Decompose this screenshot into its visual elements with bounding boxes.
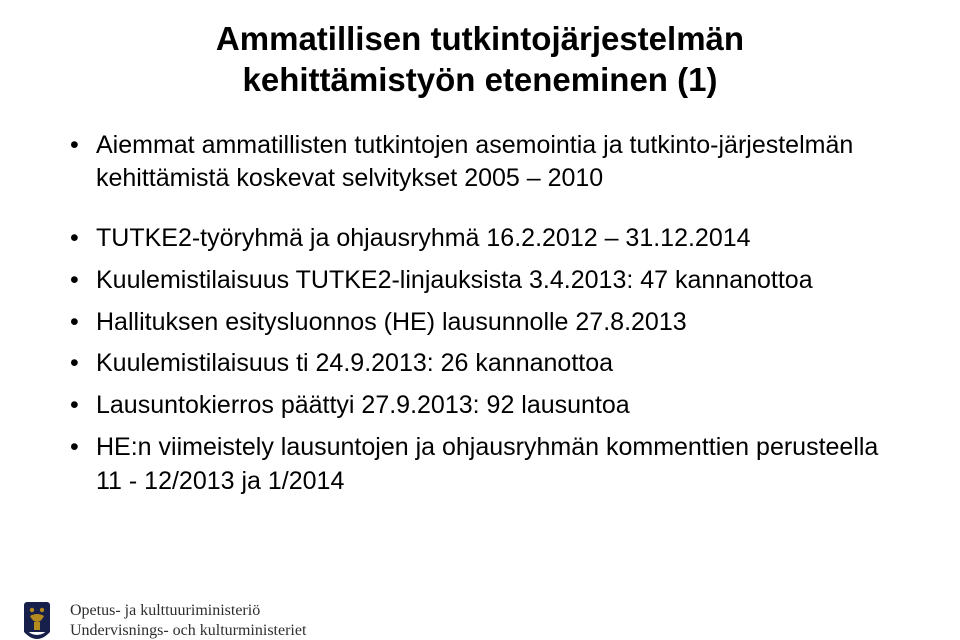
- slide: Ammatillisen tutkintojärjestelmän kehitt…: [0, 18, 960, 640]
- bullet-group-2: TUTKE2-työryhmä ja ohjausryhmä 16.2.2012…: [70, 222, 900, 498]
- group-gap: [70, 204, 900, 222]
- slide-content: Aiemmat ammatillisten tutkintojen asemoi…: [70, 129, 900, 499]
- footer: Opetus- ja kulttuuriministeriö Undervisn…: [18, 598, 306, 640]
- bullet-item: Kuulemistilaisuus ti 24.9.2013: 26 kanna…: [70, 347, 900, 381]
- footer-text: Opetus- ja kulttuuriministeriö Undervisn…: [70, 601, 306, 640]
- bullet-item: Lausuntokierros päättyi 27.9.2013: 92 la…: [70, 389, 900, 423]
- slide-title: Ammatillisen tutkintojärjestelmän kehitt…: [0, 18, 960, 101]
- bullet-item: Aiemmat ammatillisten tutkintojen asemoi…: [70, 129, 900, 197]
- footer-line-1: Opetus- ja kulttuuriministeriö: [70, 601, 306, 621]
- title-line-1: Ammatillisen tutkintojärjestelmän: [0, 18, 960, 59]
- bullet-item: HE:n viimeistely lausuntojen ja ohjausry…: [70, 431, 900, 499]
- title-line-2: kehittämistyön eteneminen (1): [0, 59, 960, 100]
- ministry-logo-icon: [18, 598, 56, 640]
- bullet-item: Hallituksen esitysluonnos (HE) lausunnol…: [70, 306, 900, 340]
- bullet-item: TUTKE2-työryhmä ja ohjausryhmä 16.2.2012…: [70, 222, 900, 256]
- bullet-group-1: Aiemmat ammatillisten tutkintojen asemoi…: [70, 129, 900, 197]
- bullet-item: Kuulemistilaisuus TUTKE2-linjauksista 3.…: [70, 264, 900, 298]
- footer-line-2: Undervisnings- och kulturministeriet: [70, 621, 306, 640]
